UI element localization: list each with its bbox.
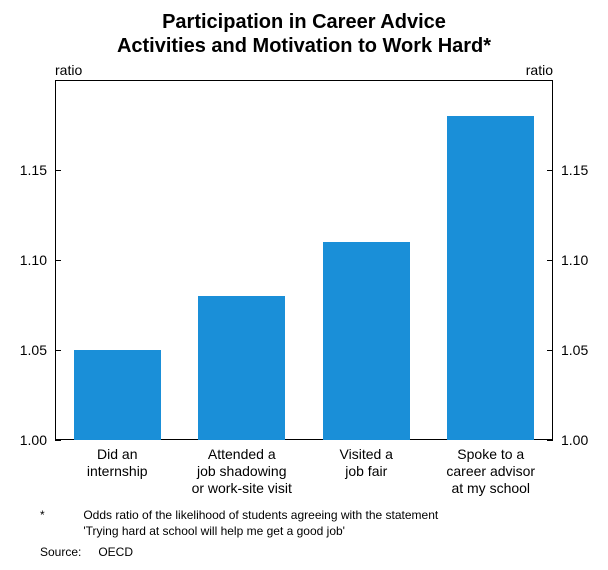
source: Source: OECD (40, 545, 133, 561)
bar (198, 296, 285, 440)
category-label: Did aninternship (55, 446, 180, 480)
bar (447, 116, 534, 440)
footnote-text-line2: 'Trying hard at school will help me get … (83, 524, 345, 538)
chart-container: Participation in Career Advice Activitie… (0, 0, 608, 570)
footnote-text: Odds ratio of the likelihood of students… (83, 508, 563, 539)
source-label: Source: (40, 545, 95, 561)
category-label: Attended ajob shadowingor work-site visi… (180, 446, 305, 496)
category-label: Spoke to acareer advisorat my school (429, 446, 554, 496)
source-text: OECD (98, 545, 133, 559)
footnote: * Odds ratio of the likelihood of studen… (40, 508, 563, 539)
bar (323, 242, 410, 440)
bar (74, 350, 161, 440)
footnote-text-line1: Odds ratio of the likelihood of students… (83, 508, 438, 522)
footnote-marker: * (40, 508, 80, 524)
category-label: Visited ajob fair (304, 446, 429, 480)
